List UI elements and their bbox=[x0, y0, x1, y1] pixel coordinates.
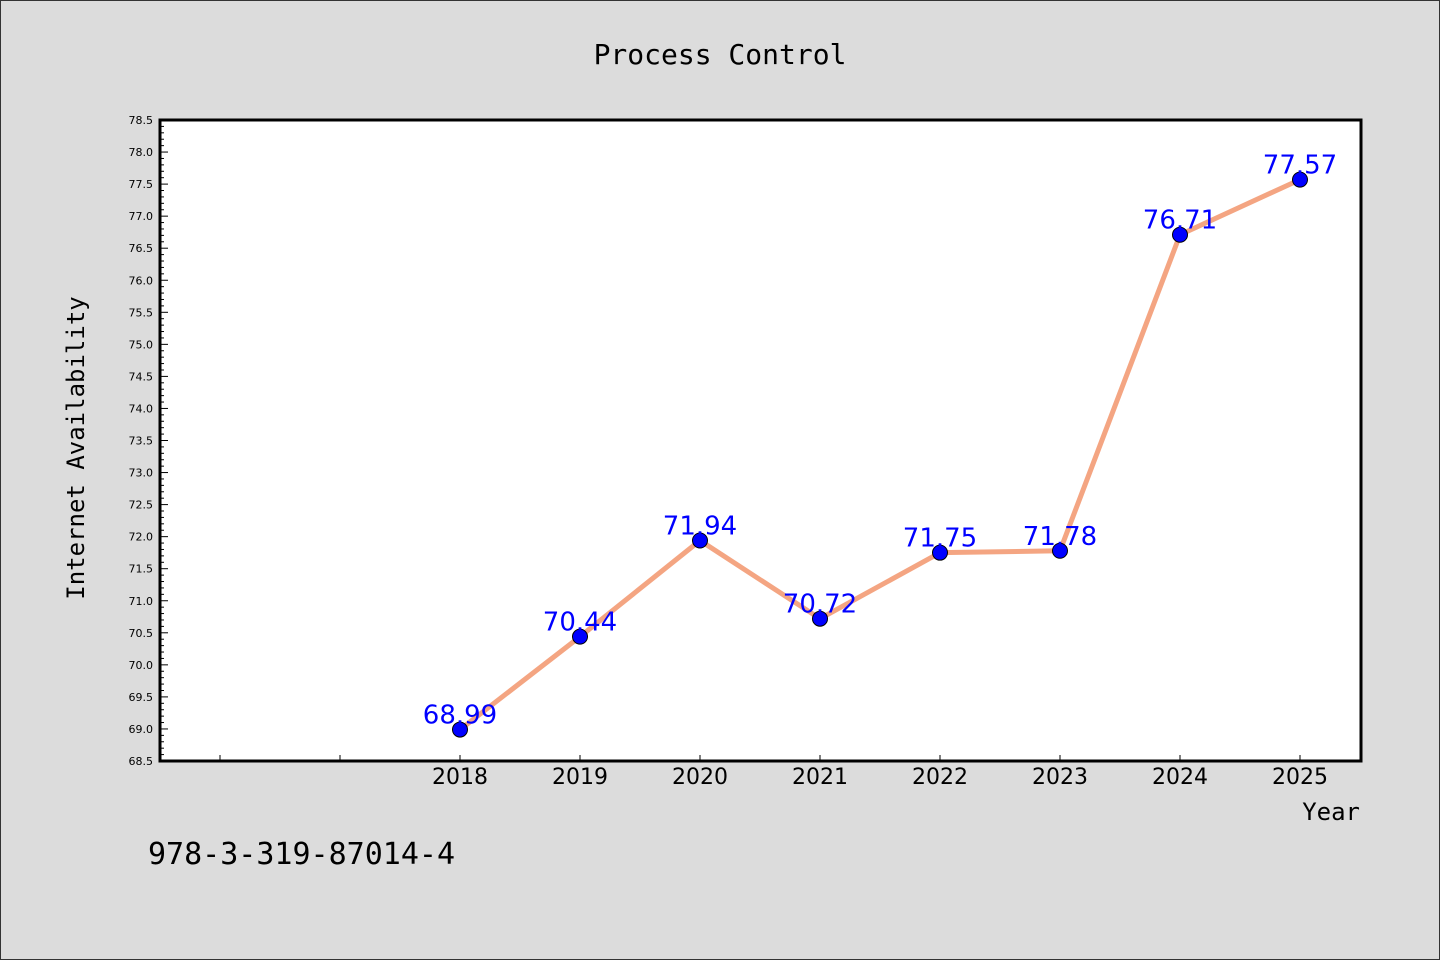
y-axis: 68.5 69.0 69.5 70.0 70.5 71.0 71.5 72.0 72.5 73.0… bbox=[129, 114, 168, 768]
y-tick-label: 74.0 bbox=[129, 402, 154, 415]
x-tick-label: 2019 bbox=[552, 765, 608, 790]
y-tick-label: 76.0 bbox=[129, 274, 154, 287]
y-tick-label: 69.5 bbox=[129, 691, 154, 704]
y-tick-label: 72.0 bbox=[129, 531, 154, 544]
data-label: 71.78 bbox=[1023, 522, 1097, 552]
data-point bbox=[1052, 542, 1068, 559]
x-axis: 2018 2019 2020 2021 2022 2023 2024 2025 bbox=[219, 755, 1328, 790]
y-tick-label: 76.5 bbox=[129, 242, 154, 255]
data-label: 76.71 bbox=[1143, 206, 1217, 236]
y-tick-label: 69.0 bbox=[129, 723, 154, 736]
y-tick-label: 70.0 bbox=[129, 659, 154, 672]
data-label: 71.94 bbox=[663, 511, 737, 541]
y-tick-label: 78.5 bbox=[129, 114, 154, 127]
data-point bbox=[452, 721, 468, 738]
chart-title: Process Control bbox=[594, 38, 847, 71]
y-tick-label: 77.0 bbox=[129, 210, 154, 223]
series-layer bbox=[452, 171, 1308, 738]
data-labels: 68.99 70.44 71.94 70.72 71.75 71.78 76.71 77.57 bbox=[423, 151, 1337, 731]
y-tick-label: 75.0 bbox=[129, 338, 154, 351]
data-label: 70.72 bbox=[783, 590, 857, 620]
plot-area bbox=[158, 118, 1363, 763]
data-point bbox=[1292, 171, 1308, 188]
data-point bbox=[572, 628, 588, 645]
x-tick-label: 2022 bbox=[912, 765, 968, 790]
data-point bbox=[932, 544, 948, 561]
y-tick-label: 75.5 bbox=[129, 306, 154, 319]
y-tick-label: 77.5 bbox=[129, 178, 154, 191]
data-label: 71.75 bbox=[903, 524, 977, 554]
y-tick-label: 73.5 bbox=[129, 435, 154, 448]
data-point bbox=[1172, 226, 1188, 243]
series-line bbox=[458, 177, 1302, 732]
data-point bbox=[812, 610, 828, 627]
data-point bbox=[692, 532, 708, 549]
x-axis-label: Year bbox=[1302, 798, 1360, 826]
data-label: 70.44 bbox=[543, 608, 617, 638]
y-tick-label: 68.5 bbox=[129, 755, 154, 768]
y-tick-label: 71.5 bbox=[129, 563, 154, 576]
y-tick-label: 70.5 bbox=[129, 627, 154, 640]
y-axis-label: Internet Availability bbox=[62, 296, 90, 599]
x-tick-label: 2025 bbox=[1272, 765, 1328, 790]
x-tick-label: 2018 bbox=[432, 765, 488, 790]
x-tick-label: 2024 bbox=[1152, 765, 1208, 790]
y-tick-label: 72.5 bbox=[129, 499, 154, 512]
x-tick-label: 2020 bbox=[672, 765, 728, 790]
isbn-annotation: 978-3-319-87014-4 bbox=[148, 837, 455, 872]
x-tick-label: 2023 bbox=[1032, 765, 1088, 790]
y-tick-label: 71.0 bbox=[129, 595, 154, 608]
data-label: 77.57 bbox=[1263, 151, 1337, 181]
y-tick-label: 74.5 bbox=[129, 370, 154, 383]
data-label: 68.99 bbox=[423, 701, 497, 731]
y-tick-label: 73.0 bbox=[129, 467, 154, 480]
y-tick-label: 78.0 bbox=[129, 146, 154, 159]
x-tick-label: 2021 bbox=[792, 765, 848, 790]
